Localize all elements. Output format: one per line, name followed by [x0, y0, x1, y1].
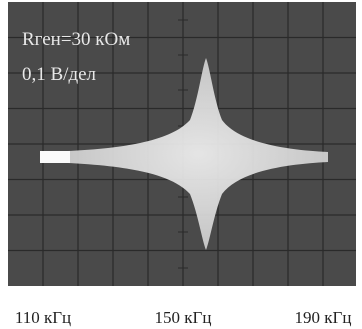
axis-label: 150 кГц — [155, 308, 212, 327]
oscillogram: Rген=30 кОм 0,1 В/дел 110 кГц 150 кГц 19… — [0, 0, 362, 329]
axis-label: 190 кГц — [295, 308, 352, 327]
trace-start — [40, 151, 70, 163]
axis-label: 110 кГц — [15, 308, 71, 327]
screen-label: 0,1 В/дел — [22, 64, 97, 85]
screen-label: Rген=30 кОм — [22, 29, 130, 50]
